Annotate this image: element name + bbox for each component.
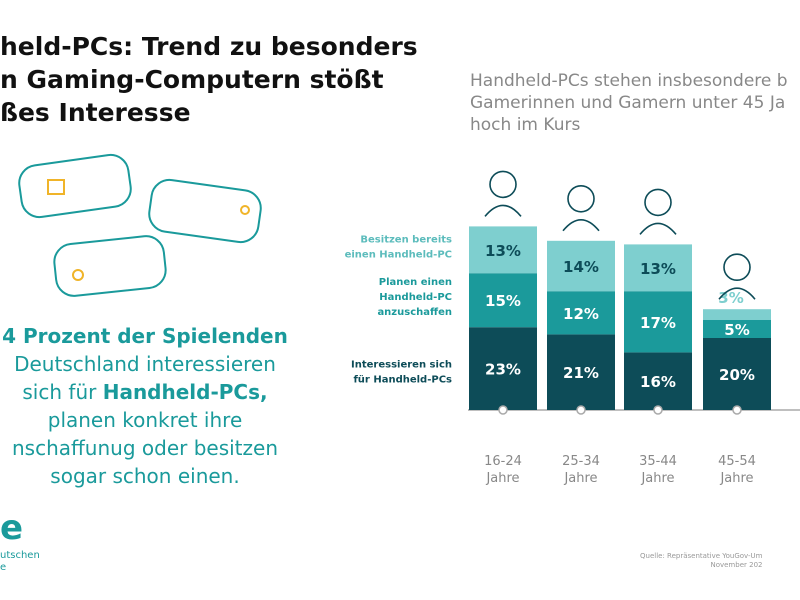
- value-label: 13%: [640, 260, 676, 278]
- axis-dot: [732, 405, 742, 415]
- legend-label: Besitzen bereits: [360, 235, 452, 246]
- value-label: 15%: [485, 292, 521, 310]
- person-head: [723, 253, 751, 282]
- legend-label: für Handheld-PCs: [353, 375, 452, 386]
- source: Quelle: Repräsentative YouGov-Um Novembe…: [640, 552, 762, 570]
- axis-dot: [498, 405, 508, 415]
- intro-line: Deutschland interessieren: [14, 352, 276, 376]
- bar-segment: [624, 244, 692, 292]
- legend-label: Planen einen: [379, 277, 452, 288]
- x-tick-label: Jahre: [640, 471, 674, 486]
- intro-line: sich für Handheld-PCs,: [0, 378, 290, 406]
- value-label: 23%: [485, 361, 521, 379]
- logo-mark: e: [0, 508, 24, 548]
- person-body: [639, 222, 677, 235]
- value-label: 17%: [640, 314, 676, 332]
- intro-line: nschaffunug oder besitzen: [12, 436, 278, 460]
- chart-subtitle: hoch im Kurs: [470, 115, 580, 135]
- x-tick-label: 45-54: [718, 454, 756, 469]
- value-label: 13%: [485, 242, 521, 260]
- source-line: November 202: [710, 561, 763, 569]
- legend-label: einen Handheld-PC: [345, 250, 452, 261]
- legend-label: anzuschaffen: [377, 307, 452, 318]
- value-label: 20%: [719, 366, 755, 384]
- value-label: 3%: [718, 289, 743, 307]
- person-body: [718, 287, 756, 300]
- value-label: 21%: [563, 364, 599, 382]
- x-tick-label: Jahre: [719, 471, 753, 486]
- title: held-PCs: Trend zu besonders n Gaming-Co…: [0, 30, 418, 129]
- source-line: Quelle: Repräsentative YouGov-Um: [640, 552, 763, 560]
- person-body: [562, 219, 600, 232]
- intro-line: sogar schon einen.: [50, 464, 240, 488]
- title-line: held-PCs: Trend zu besonders: [0, 32, 418, 61]
- value-label: 14%: [563, 258, 599, 276]
- person-head: [567, 185, 595, 213]
- legend-label: Interessieren sich: [351, 360, 452, 371]
- legend-label: Handheld-PC: [379, 292, 452, 303]
- intro-line: 4 Prozent der Spielenden: [2, 324, 288, 348]
- person-body: [484, 204, 522, 217]
- logo-line: e: [0, 562, 7, 573]
- handheld-icons: [18, 153, 262, 297]
- logo-line: utschen: [0, 550, 40, 561]
- value-label: 5%: [724, 321, 749, 339]
- x-tick-label: 35-44: [639, 454, 677, 469]
- intro: 4 Prozent der Spielenden Deutschland int…: [0, 322, 290, 490]
- intro-text: sich für: [22, 380, 97, 404]
- bar-segment: [703, 338, 771, 410]
- value-label: 12%: [563, 305, 599, 323]
- bar-segment: [469, 273, 537, 328]
- axis-dot: [576, 405, 586, 415]
- x-tick-label: 16-24: [484, 454, 522, 469]
- chart-subtitle: Gamerinnen und Gamern unter 45 Ja: [470, 93, 785, 113]
- bar-segment: [547, 334, 615, 410]
- chart-subtitle: Handheld-PCs stehen insbesondere b: [470, 71, 788, 91]
- bar-segment: [624, 352, 692, 410]
- bar-segment: [547, 240, 615, 292]
- bar-segment: [703, 320, 771, 338]
- logo-text: utschen e: [0, 550, 40, 574]
- axis-dot: [653, 405, 663, 415]
- intro-bold: Handheld-PCs,: [102, 380, 268, 404]
- bar-segment: [624, 291, 692, 353]
- bar-segment: [469, 226, 537, 274]
- x-tick-label: 25-34: [562, 454, 600, 469]
- x-tick-label: Jahre: [485, 471, 519, 486]
- person-head: [644, 188, 672, 217]
- bar-segment: [469, 327, 537, 410]
- bar-segment: [703, 309, 771, 320]
- x-tick-label: Jahre: [563, 471, 597, 486]
- bar-segment: [547, 291, 615, 335]
- title-line: n Gaming-Computern stößt: [0, 65, 384, 94]
- title-line: ßes Interesse: [0, 98, 191, 127]
- person-head: [489, 170, 517, 199]
- value-label: 16%: [640, 373, 676, 391]
- intro-line: planen konkret ihre: [47, 408, 243, 432]
